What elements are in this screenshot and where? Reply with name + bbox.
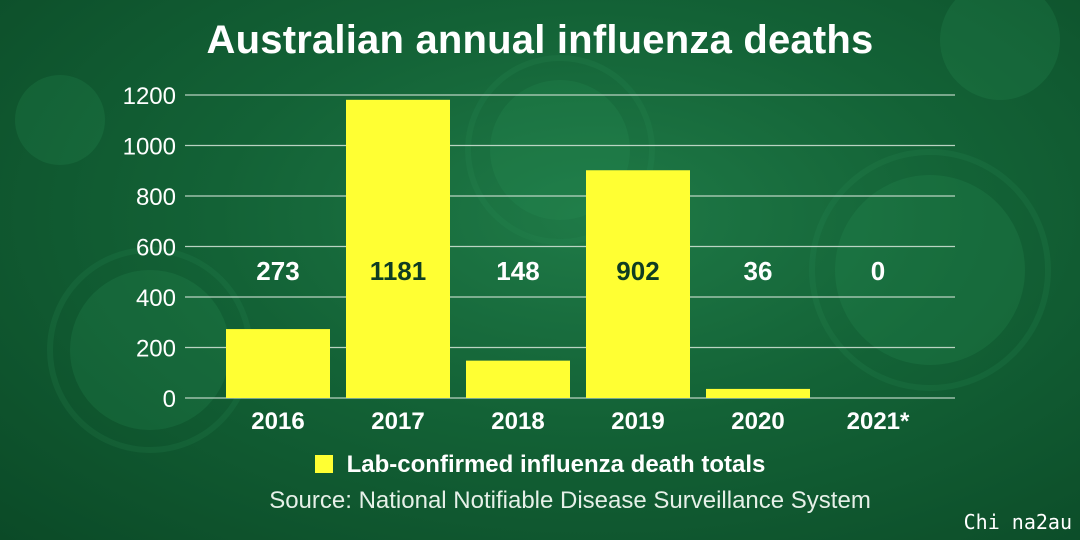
source-note: Source: National Notifiable Disease Surv… <box>269 487 871 514</box>
legend-swatch <box>314 455 333 473</box>
y-tick-label: 600 <box>136 235 176 262</box>
data-labels: 273 1181 148 902 36 0 <box>256 256 885 286</box>
bar <box>466 360 570 398</box>
x-tick-label: 2019 <box>611 408 664 435</box>
y-tick-label: 200 <box>136 336 176 363</box>
data-label: 0 <box>871 256 885 286</box>
data-label: 36 <box>744 256 773 286</box>
y-tick-label: 0 <box>163 386 176 413</box>
x-tick-label: 2018 <box>491 408 544 435</box>
y-tick-label: 400 <box>136 285 176 312</box>
data-label: 273 <box>256 256 299 286</box>
x-tick-label: 2017 <box>371 408 424 435</box>
bar <box>346 99 450 399</box>
bars <box>226 99 810 399</box>
chart-title: Australian annual influenza deaths <box>206 18 874 62</box>
bar <box>706 388 810 398</box>
y-tick-label: 800 <box>136 184 176 211</box>
y-tick-label: 1200 <box>123 83 176 110</box>
legend-label: Lab-confirmed influenza death totals <box>346 451 766 478</box>
data-label: 148 <box>496 256 539 286</box>
x-tick-label: 2021* <box>847 408 910 435</box>
bar <box>586 170 690 398</box>
watermark: Chi na2au <box>963 510 1072 534</box>
x-tick-label: 2020 <box>731 408 784 435</box>
data-label: 1181 <box>370 256 426 286</box>
y-axis-ticks: 0 200 400 600 800 1000 1200 <box>123 83 176 413</box>
data-label: 902 <box>616 256 659 286</box>
y-tick-label: 1000 <box>123 134 176 161</box>
legend: Lab-confirmed influenza death totals <box>0 451 1080 479</box>
x-axis-ticks: 2016 2017 2018 2019 2020 2021* <box>251 408 910 435</box>
bar <box>226 329 330 398</box>
x-tick-label: 2016 <box>251 408 304 435</box>
